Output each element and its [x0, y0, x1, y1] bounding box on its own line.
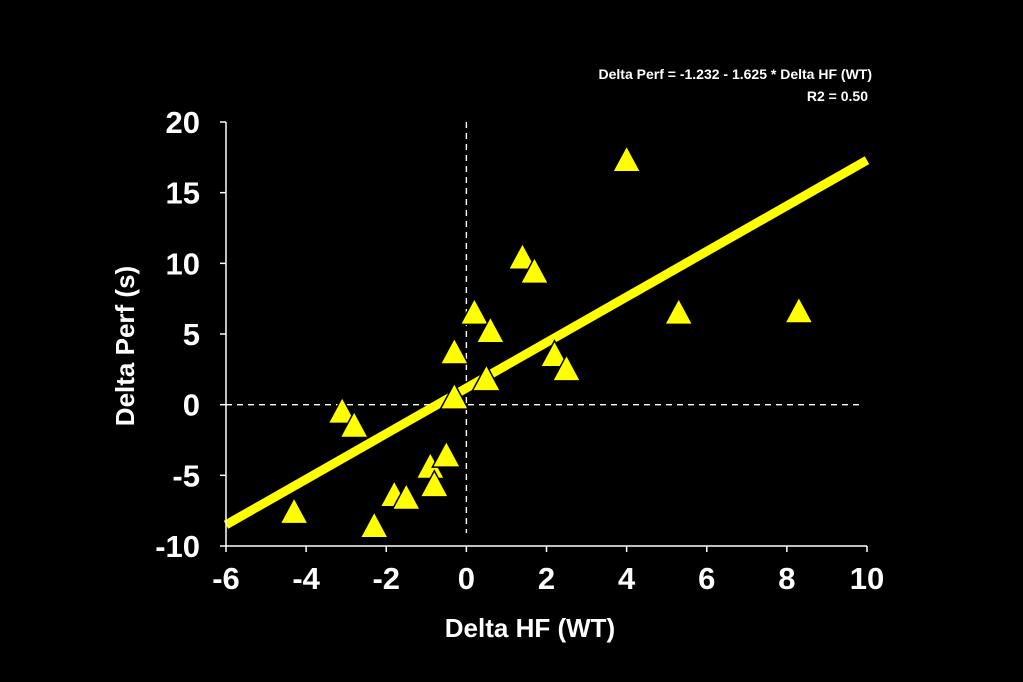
regression-fit-line	[223, 156, 870, 529]
data-point-triangle	[439, 381, 470, 410]
x-tick-label: -4	[292, 561, 320, 596]
x-tick-label: 10	[850, 561, 884, 596]
x-axis-ticks: -6 -4 -2 0 2 4 6 8 10	[212, 546, 884, 596]
x-tick-label: 0	[458, 561, 475, 596]
y-axis-label: Delta Perf (s)	[110, 266, 140, 426]
y-axis-ticks: 20 15 10 5 0 -5 -10	[155, 105, 226, 564]
x-tick-label: 8	[778, 561, 795, 596]
data-point-triangle	[278, 496, 310, 525]
y-tick-label: 20	[166, 105, 200, 140]
x-tick-label: -6	[212, 561, 240, 596]
x-tick-label: -2	[372, 561, 400, 596]
data-point-triangle	[519, 255, 550, 285]
data-point-triangle	[551, 353, 582, 382]
data-point-triangle	[475, 315, 506, 344]
data-points	[278, 144, 815, 539]
reference-lines	[226, 122, 862, 533]
x-tick-label: 4	[618, 561, 636, 596]
data-point-triangle	[471, 363, 502, 392]
y-tick-label: 10	[166, 246, 200, 281]
y-tick-label: 0	[183, 388, 200, 423]
y-tick-label: 15	[166, 176, 200, 211]
data-point-triangle	[431, 439, 462, 468]
data-point-triangle	[358, 510, 390, 539]
data-point-triangle	[459, 296, 490, 326]
data-point-triangle	[419, 469, 450, 498]
axes	[225, 122, 867, 547]
x-axis-label: Delta HF (WT)	[445, 613, 615, 643]
data-point-triangle	[391, 481, 422, 511]
data-point-triangle	[326, 395, 358, 425]
data-point-triangle	[611, 144, 642, 173]
y-tick-label: -10	[155, 529, 200, 564]
regression-equation: Delta Perf = -1.232 - 1.625 * Delta HF (…	[599, 66, 872, 82]
data-point-triangle	[783, 295, 815, 324]
x-tick-label: 6	[698, 561, 715, 596]
r-squared-label: R2 = 0.50	[807, 88, 868, 104]
y-tick-label: -5	[172, 458, 200, 493]
data-point-triangle	[663, 296, 694, 326]
data-point-triangle	[507, 241, 538, 271]
data-point-triangle	[338, 409, 370, 439]
x-tick-label: 2	[538, 561, 555, 596]
data-point-triangle	[439, 336, 470, 365]
y-tick-label: 5	[183, 317, 200, 352]
fit-line-group	[223, 156, 870, 529]
data-point-triangle	[539, 339, 570, 368]
